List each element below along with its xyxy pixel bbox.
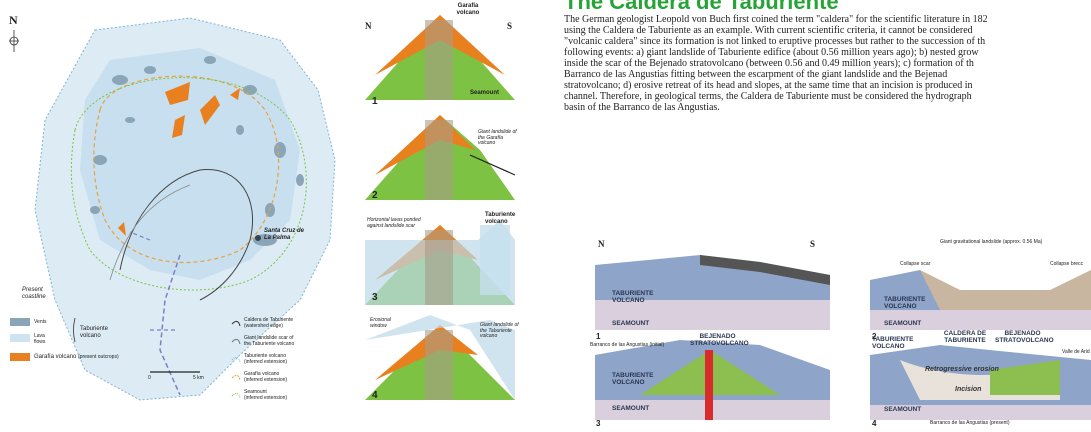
- panel-label: Giant landslide of the Garafía volcano: [478, 130, 520, 147]
- diagram-label: BEJENADO STRATOVOLCANO: [690, 333, 745, 347]
- panel-label: Erosional window: [370, 318, 398, 329]
- legend-line-note: the Taburiente volcano: [244, 342, 294, 348]
- diagram-label: Valle de Arid: [1062, 350, 1090, 356]
- diagram-label: Collapse brecc: [1050, 262, 1083, 268]
- page: Caldera de Taburiente { "map": { "north"…: [0, 0, 1091, 432]
- legend-line-note: (inferred extension): [244, 378, 287, 384]
- panel-label: Garafía volcano: [448, 3, 488, 16]
- legend-garafia-title: Garafía volcano: [34, 354, 76, 360]
- scale-end: 5 km: [193, 376, 204, 382]
- paragraph-line: inside the scar of the Bejenado stratovo…: [564, 58, 1091, 69]
- article-paragraph: The German geologist Leopold von Buch fi…: [564, 14, 1091, 113]
- diagram-label: Incision: [955, 386, 981, 394]
- diagram-label: Giant gravitational landslide (approx. 0…: [940, 240, 1042, 246]
- panel-number: 4: [372, 390, 378, 401]
- paragraph-line: Barranco de las Angustias fitting betwee…: [564, 69, 1091, 80]
- diagram-label: CALDERA DE TABURIENTE: [940, 330, 990, 344]
- diagram-label: TABURIENTE VOLCANO: [872, 336, 912, 350]
- diagram-label: BEJENADO STRATOVOLCANO: [995, 330, 1050, 344]
- title-box: The Caldera de Taburiente: [564, 0, 1091, 12]
- legend-garafia: Garafía volcano (present outcrops): [34, 354, 119, 361]
- paragraph-line: basin of the Barranco de las Angustias.: [564, 102, 1091, 113]
- paragraph-line: using the Caldera de Taburiente as an ex…: [564, 25, 1091, 36]
- cross-sections: [365, 15, 515, 400]
- scale-start: 0: [148, 376, 151, 382]
- legend-garafia-note: (present outcrops): [78, 354, 119, 360]
- legend-line-note: (watershed edge): [244, 324, 283, 330]
- diagram-label: TABURIENTE VOLCANO: [612, 290, 652, 304]
- section-south: S: [507, 22, 512, 32]
- section-north: N: [365, 22, 372, 32]
- panel-label: Taburiente volcano: [485, 212, 519, 225]
- diagram-number: 3: [596, 420, 600, 429]
- legend-lava: Lava flows: [34, 334, 54, 345]
- legend-line-note: (inferred extension): [244, 396, 287, 402]
- diagram-label: Collapse scar: [900, 262, 930, 268]
- panel-label: Seamount: [470, 90, 499, 97]
- diagram-label: TABURIENTE VOLCANO: [884, 296, 924, 310]
- diagram-label: Barranco de las Angustias (initial): [590, 343, 664, 349]
- map-north: N: [9, 14, 18, 27]
- diagram-number: 1: [596, 333, 600, 342]
- panel-number: 1: [372, 96, 378, 107]
- panel-label: Horizontal lavas ponded against landslid…: [367, 218, 429, 229]
- legend-vents: Vents: [34, 320, 47, 326]
- diagram-north: N: [598, 240, 605, 250]
- paragraph-line: channel. Therefore, in geological terms,…: [564, 91, 1091, 102]
- panel-number: 2: [372, 190, 378, 201]
- article-title: The Caldera de Taburiente: [564, 0, 839, 12]
- diagram-number: 4: [872, 420, 876, 429]
- coastline-label: Present coastline: [22, 287, 62, 300]
- paragraph-line: The German geologist Leopold von Buch fi…: [564, 14, 1091, 25]
- diagram-south: S: [810, 240, 815, 250]
- diagram-label: SEAMOUNT: [612, 405, 649, 412]
- diagram-label: TABURIENTE VOLCANO: [612, 372, 652, 386]
- paragraph-line: stratovolcano; d) erosive retreat of its…: [564, 80, 1091, 91]
- diagram-label: Retrogressive erosion: [925, 366, 999, 374]
- diagram-label: SEAMOUNT: [884, 320, 921, 327]
- panel-number: 3: [372, 292, 378, 303]
- diagram-label: SEAMOUNT: [612, 320, 649, 327]
- legend-line-note: (inferred extension): [244, 360, 287, 366]
- paragraph-line: following events: a) giant landslide of …: [564, 47, 1091, 58]
- panel-label: Giant landslide of the Taburiente volcan…: [480, 323, 522, 340]
- page-body: N Present coastline Santa Cruz de La Pal…: [0, 0, 1091, 432]
- legend-taburiente: Taburiente volcano: [80, 326, 120, 339]
- city-label: Santa Cruz de La Palma: [264, 228, 304, 241]
- diagram-label: Barranco de las Angustias (present): [930, 421, 1010, 427]
- diagram-label: SEAMOUNT: [884, 406, 921, 413]
- paragraph-line: "volcanic caldera" since its formation i…: [564, 36, 1091, 47]
